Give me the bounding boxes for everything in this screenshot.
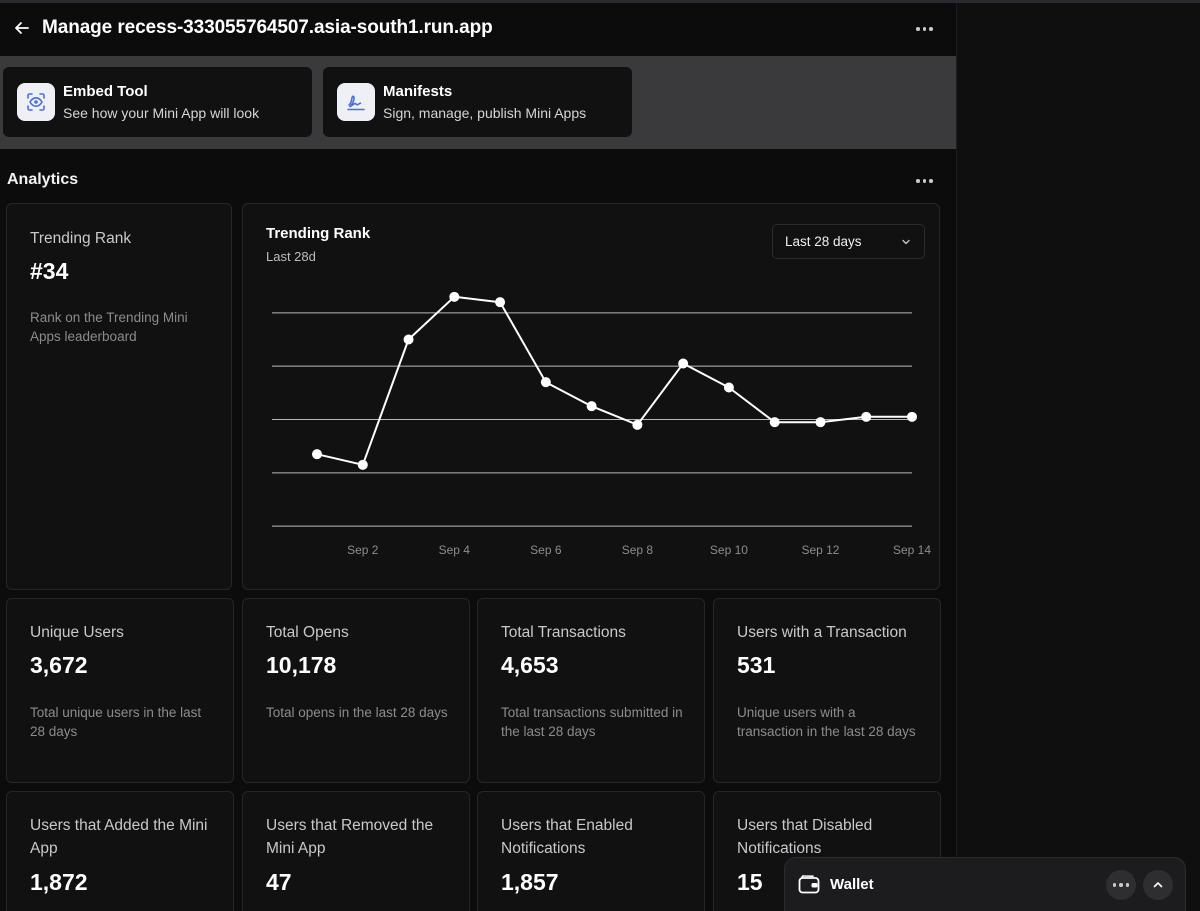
page-title: Manage recess-333055764507.asia-south1.r…: [42, 17, 493, 38]
stat-description: Total transactions submitted in the last…: [501, 705, 683, 739]
eye-frame-icon: [17, 83, 55, 121]
stat-label: Trending Rank: [30, 230, 132, 247]
embed-tool-subtitle: See how your Mini App will look: [63, 105, 260, 121]
more-horizontal-icon: [1112, 883, 1130, 887]
stat-label: Users that Added the Mini App: [30, 817, 208, 857]
stat-description: Rank on the Trending Mini Apps leaderboa…: [30, 310, 188, 344]
series-line: [316, 295, 912, 466]
stat-label: Users that Removed the Mini App: [266, 817, 434, 857]
x-tick-label: Sep 2: [347, 543, 379, 557]
data-point: [403, 334, 414, 345]
chart-subtitle: Last 28d: [266, 249, 316, 264]
x-tick-label: Sep 6: [530, 543, 562, 557]
analytics-heading: Analytics: [7, 171, 79, 188]
stat-label: Users that Enabled Notifications: [501, 817, 633, 857]
chevron-up-icon: [1153, 882, 1163, 888]
stat-value: #34: [30, 258, 69, 284]
data-point: [861, 411, 872, 422]
data-point: [357, 459, 368, 470]
stat-label: Users with a Transaction: [737, 624, 907, 641]
stat-value: 1,872: [30, 869, 88, 895]
x-tick-label: Sep 10: [710, 543, 748, 557]
manifests-title: Manifests: [383, 83, 453, 100]
embed-tool-card[interactable]: Embed Tool See how your Mini App will lo…: [3, 67, 312, 137]
data-point: [312, 449, 322, 460]
stat-label: Users that Disabled Notifications: [737, 817, 873, 857]
data-point: [540, 377, 551, 388]
data-point: [769, 417, 780, 428]
total-transactions-card: Total Transactions 4,653 Total transacti…: [477, 598, 705, 783]
stat-description: Total unique users in the last 28 days: [30, 705, 202, 739]
stat-value: 1,857: [501, 869, 559, 895]
data-point: [815, 417, 826, 428]
embed-tool-title: Embed Tool: [63, 83, 148, 100]
wallet-panel[interactable]: Wallet: [784, 857, 1186, 911]
users-added-card: Users that Added the Mini App 1,872: [6, 791, 234, 911]
wallet-expand-button[interactable]: [1143, 870, 1173, 900]
total-opens-card: Total Opens 10,178 Total opens in the la…: [242, 598, 470, 783]
stat-value: 4,653: [501, 652, 559, 678]
x-tick-label: Sep 8: [622, 543, 654, 557]
stat-value: 3,672: [30, 652, 88, 678]
data-point: [678, 358, 689, 369]
stat-description: Total opens in the last 28 days: [266, 705, 448, 720]
data-point: [449, 291, 460, 302]
stat-description: Unique users with a transaction in the l…: [737, 705, 916, 739]
more-horizontal-icon[interactable]: [916, 179, 933, 183]
x-tick-label: Sep 4: [439, 543, 471, 557]
wallet-more-button[interactable]: [1106, 870, 1136, 900]
window-top-edge: [0, 0, 1200, 3]
page-header: Manage recess-333055764507.asia-south1.r…: [0, 3, 956, 56]
data-point: [495, 297, 506, 308]
data-point: [632, 419, 643, 430]
users-enabled-notifications-card: Users that Enabled Notifications 1,857: [477, 791, 705, 911]
wallet-label: Wallet: [830, 876, 874, 893]
main-panel: Manage recess-333055764507.asia-south1.r…: [0, 3, 956, 911]
wallet-icon: [798, 875, 820, 894]
stat-label: Total Opens: [266, 624, 349, 641]
users-removed-card: Users that Removed the Mini App 47: [242, 791, 470, 911]
data-point: [907, 411, 917, 422]
manifests-subtitle: Sign, manage, publish Mini Apps: [383, 105, 587, 121]
stat-value: 10,178: [266, 652, 337, 678]
x-tick-label: Sep 14: [893, 543, 931, 557]
trending-rank-line-chart: Sep 2 Sep 4 Sep 6 Sep 8 Sep 10 Sep 12 Sep 14: [272, 291, 931, 557]
unique-users-card: Unique Users 3,672 Total unique users in…: [6, 598, 234, 783]
trending-rank-chart-card: Trending Rank Last 28d Last 28 days Sep …: [242, 203, 940, 590]
stat-label: Unique Users: [30, 624, 124, 641]
users-with-transaction-card: Users with a Transaction 531 Unique user…: [713, 598, 941, 783]
stat-label: Total Transactions: [501, 624, 626, 641]
more-horizontal-icon[interactable]: [916, 27, 933, 31]
tools-band: Embed Tool See how your Mini App will lo…: [0, 56, 956, 149]
signature-icon: [337, 83, 375, 121]
manifests-card[interactable]: Manifests Sign, manage, publish Mini App…: [323, 67, 632, 137]
x-tick-label: Sep 12: [801, 543, 839, 557]
stat-value: 47: [266, 869, 292, 895]
chart-title: Trending Rank: [266, 225, 371, 242]
stat-value: 15: [737, 869, 763, 895]
data-point: [586, 401, 597, 412]
chevron-down-icon: [902, 239, 910, 245]
date-range-value: Last 28 days: [785, 234, 862, 249]
date-range-select[interactable]: Last 28 days: [772, 224, 925, 259]
trending-rank-card: Trending Rank #34 Rank on the Trending M…: [6, 203, 232, 590]
arrow-left-icon[interactable]: [13, 19, 31, 37]
data-point: [723, 382, 734, 393]
stat-value: 531: [737, 652, 776, 678]
right-side-panel: [956, 3, 1200, 911]
